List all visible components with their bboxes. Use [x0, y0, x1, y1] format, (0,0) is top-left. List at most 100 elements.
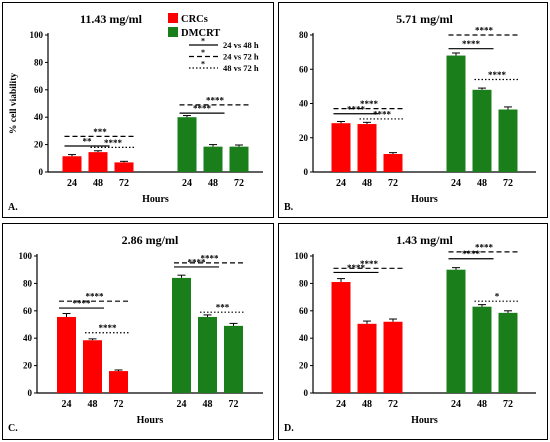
x-tick-label: 48	[88, 399, 98, 410]
x-tick-label: 72	[503, 399, 513, 410]
significance-label: ****	[201, 253, 220, 263]
x-tick-label: 72	[503, 178, 513, 189]
bar	[498, 312, 518, 393]
x-axis-label: Hours	[137, 415, 164, 426]
panel-label: B.	[284, 202, 294, 213]
legend-line-star: *	[201, 48, 205, 57]
x-tick-label: 72	[388, 399, 398, 410]
x-tick-label: 24	[182, 178, 192, 189]
y-tick-label: 20	[34, 140, 44, 150]
x-tick-label: 72	[119, 178, 129, 189]
x-tick-label: 24	[451, 178, 461, 189]
legend-line-label: 24 vs 48 h	[223, 40, 259, 50]
y-tick-label: 40	[299, 333, 309, 343]
y-tick-label: 40	[34, 112, 44, 122]
bar	[383, 154, 403, 172]
bar	[109, 371, 128, 393]
significance-label: ****	[86, 292, 105, 302]
y-tick-label: 100	[295, 251, 309, 261]
legend-line-star: *	[201, 37, 205, 46]
y-tick-label: 0	[304, 167, 309, 177]
y-tick-label: 100	[30, 30, 44, 40]
panel-b: 0 20 40 60 80 5.71 mg/ml 24 48 72 24 48 72 **** **** *…	[278, 2, 548, 218]
significance-label: ****	[475, 242, 494, 252]
bar	[472, 89, 492, 172]
significance-label: ****	[360, 259, 379, 269]
significance-label: ****	[373, 109, 392, 119]
y-tick-label: 60	[34, 85, 44, 95]
bar	[62, 156, 82, 172]
y-tick-label: 60	[299, 64, 309, 74]
bar	[224, 325, 243, 393]
panel-label: A.	[8, 202, 18, 213]
legend-line-label: 24 vs 72 h	[223, 52, 259, 62]
y-tick-label: 80	[299, 30, 309, 40]
y-axis-label: % cell viability	[9, 73, 19, 134]
significance-label: **	[83, 136, 93, 146]
bar	[88, 152, 108, 172]
bar	[357, 323, 377, 393]
x-tick-label: 48	[203, 399, 213, 410]
bar	[203, 146, 223, 172]
significance-label: ****	[99, 323, 118, 333]
y-tick-label: 60	[23, 306, 33, 316]
y-tick-label: 0	[28, 388, 33, 398]
bar	[57, 316, 76, 393]
x-tick-label: 48	[362, 399, 372, 410]
panel-label: C.	[8, 423, 18, 434]
y-tick-label: 0	[39, 167, 44, 177]
bar	[446, 55, 466, 172]
y-tick-label: 80	[23, 278, 33, 288]
significance-label: ****	[104, 138, 123, 148]
significance-label: ****	[360, 99, 379, 109]
panel-d: 0 20 40 60 80 100 1.43 mg/ml 24 48 72 24 48 72 **** **…	[278, 223, 548, 440]
x-tick-label: 48	[477, 399, 487, 410]
x-axis-label: Hours	[411, 194, 438, 205]
y-tick-label: 100	[19, 251, 33, 261]
x-tick-label: 24	[177, 399, 187, 410]
legend-label: CRCs	[181, 14, 208, 25]
bar	[331, 123, 351, 172]
significance-label: ****	[193, 104, 212, 114]
bar	[383, 321, 403, 393]
x-axis-label: Hours	[411, 415, 438, 426]
significance-label: ****	[462, 249, 481, 259]
bar	[357, 124, 377, 172]
bar	[172, 277, 191, 393]
chart-a-svg: 0 20 40 60 80 100 % cell viability 11.43 mg/ml 2…	[8, 12, 263, 213]
x-tick-label: 48	[362, 178, 372, 189]
x-tick-label: 24	[451, 399, 461, 410]
bar	[498, 109, 518, 172]
x-tick-label: 72	[388, 178, 398, 189]
legend-line-label: 48 vs 72 h	[223, 63, 259, 73]
legend-swatch	[168, 27, 178, 37]
chart-title: 1.43 mg/ml	[396, 233, 453, 247]
legend-line-star: *	[201, 60, 205, 69]
x-tick-label: 72	[229, 399, 239, 410]
chart-title: 5.71 mg/ml	[396, 12, 453, 26]
x-tick-label: 72	[114, 399, 124, 410]
legend-label: DMCRT	[181, 28, 220, 39]
x-tick-label: 48	[93, 178, 103, 189]
significance-label: ****	[347, 263, 366, 273]
significance-label: ****	[475, 26, 494, 36]
significance-label: ***	[93, 127, 107, 137]
x-tick-label: 72	[234, 178, 244, 189]
bar	[472, 306, 492, 393]
x-tick-label: 24	[62, 399, 72, 410]
panel-a: 0 20 40 60 80 100 % cell viability 11.43 mg/ml 2…	[2, 2, 274, 218]
significance-label: ****	[488, 70, 507, 80]
significance-label: ****	[73, 299, 92, 309]
y-tick-label: 20	[23, 361, 33, 371]
x-tick-label: 48	[477, 178, 487, 189]
chart-title: 11.43 mg/ml	[80, 12, 143, 26]
y-tick-label: 80	[299, 278, 309, 288]
bar	[446, 269, 466, 393]
bar	[198, 316, 217, 393]
bar	[229, 146, 249, 172]
panel-c: 0 20 40 60 80 100 2.86 mg/ml 24 48 72 24 48 72 **** **…	[2, 223, 274, 440]
y-tick-label: 0	[304, 388, 309, 398]
legend-swatch	[168, 13, 178, 23]
significance-label: ***	[216, 303, 230, 313]
